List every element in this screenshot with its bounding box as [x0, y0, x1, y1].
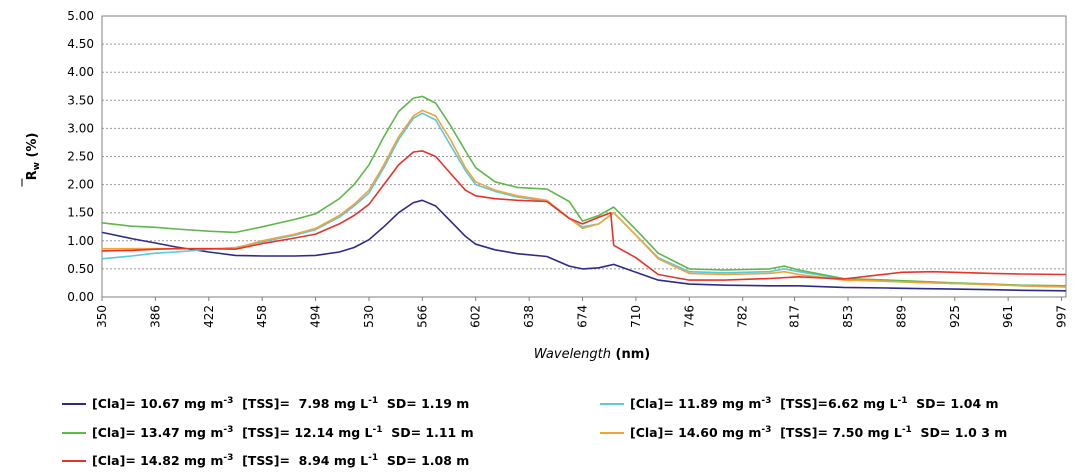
x-tick-label: 889	[894, 305, 908, 328]
y-tick-label: 0.00	[67, 290, 94, 304]
x-tick-label: 350	[95, 305, 109, 328]
series-line-5	[101, 150, 1067, 281]
x-tick-label: 602	[469, 305, 483, 328]
x-axis-label: Wavelength (nm)	[534, 347, 650, 362]
x-axis-label-main: Wavelength	[534, 347, 611, 362]
y-tick-label: 4.50	[67, 37, 94, 51]
x-axis-label-unit: (nm)	[616, 347, 651, 362]
series-line-4	[102, 109, 1067, 288]
y-axis-label-subscript: w	[32, 162, 42, 170]
x-tick-label: 782	[736, 305, 750, 328]
y-tick-label: 4.00	[67, 65, 94, 79]
y-tick-label: 1.00	[67, 234, 94, 248]
y-tick-label: 2.50	[67, 150, 94, 164]
y-tick-label: 3.00	[67, 121, 94, 135]
y-axis-label-unit-text: (%)	[25, 133, 40, 158]
x-tick-label: 710	[629, 305, 643, 328]
plot-area	[101, 15, 1067, 298]
series-line-2	[101, 112, 1067, 288]
y-axis-label: Rw (%)	[25, 133, 42, 181]
gridlines	[102, 15, 1066, 270]
x-tick-label: 674	[576, 305, 590, 328]
x-tick-label: 566	[415, 305, 429, 328]
x-tick-label: 638	[522, 305, 536, 328]
y-axis-label-symbol: R	[25, 170, 40, 180]
y-tick-label: 1.50	[67, 206, 94, 220]
x-tick-label: 961	[1001, 305, 1015, 328]
x-tick-label: 997	[1055, 305, 1069, 328]
y-tick-label: 3.50	[67, 93, 94, 107]
x-tick-label: 458	[255, 305, 269, 328]
x-tick-label: 386	[148, 305, 162, 328]
x-tick-label: 925	[948, 305, 962, 328]
y-tick-label: 0.50	[67, 262, 94, 276]
series-line-3	[101, 95, 1067, 287]
x-tick-label: 422	[202, 305, 216, 328]
x-tick-label: 494	[309, 305, 323, 328]
series-lines	[101, 95, 1067, 292]
x-tick-label: 530	[362, 305, 376, 328]
y-axis-ticks: 0.00 0.50 1.00 1.50 2.00 2.50 3.00 3.50 4.00 4.50…	[67, 9, 94, 304]
x-tick-label: 853	[841, 305, 855, 328]
y-tick-label: 2.00	[67, 178, 94, 192]
x-tick-label: 817	[788, 305, 802, 328]
x-axis-ticks: 350 386 422 458 494 530 566 602 638 674 710 746 782 8…	[95, 297, 1069, 328]
series-line-1	[101, 199, 1067, 292]
y-tick-label: 5.00	[67, 9, 94, 23]
x-tick-label: 746	[682, 305, 696, 328]
